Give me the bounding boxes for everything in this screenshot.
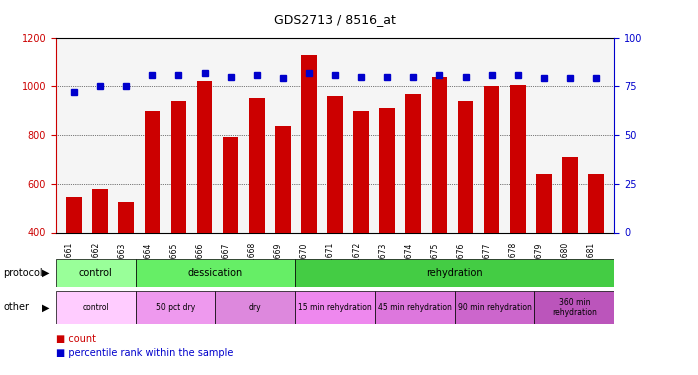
- Bar: [380, 108, 395, 232]
- Text: GDS2713 / 8516_at: GDS2713 / 8516_at: [274, 13, 396, 26]
- Bar: [144, 111, 161, 232]
- Text: ▶: ▶: [42, 303, 49, 312]
- Bar: [536, 174, 551, 232]
- Text: other: other: [3, 303, 29, 312]
- Bar: [327, 96, 343, 232]
- Bar: [353, 111, 369, 232]
- Text: 15 min rehydration: 15 min rehydration: [298, 303, 372, 312]
- Text: 50 pct dry: 50 pct dry: [156, 303, 195, 312]
- FancyBboxPatch shape: [454, 291, 535, 324]
- Bar: [458, 101, 473, 232]
- FancyBboxPatch shape: [295, 259, 614, 287]
- Bar: [119, 202, 134, 232]
- Bar: [275, 126, 290, 232]
- FancyBboxPatch shape: [135, 259, 295, 287]
- Text: 90 min rehydration: 90 min rehydration: [458, 303, 531, 312]
- Text: rehydration: rehydration: [426, 268, 483, 278]
- Text: protocol: protocol: [3, 268, 43, 278]
- Text: dessication: dessication: [188, 268, 243, 278]
- Text: ■ percentile rank within the sample: ■ percentile rank within the sample: [56, 348, 233, 357]
- Bar: [170, 101, 186, 232]
- Bar: [510, 85, 526, 232]
- Bar: [223, 138, 239, 232]
- Bar: [92, 189, 108, 232]
- FancyBboxPatch shape: [375, 291, 454, 324]
- Bar: [588, 174, 604, 232]
- Text: ▶: ▶: [42, 268, 49, 278]
- FancyBboxPatch shape: [295, 291, 375, 324]
- Text: dry: dry: [249, 303, 262, 312]
- FancyBboxPatch shape: [56, 259, 135, 287]
- Text: control: control: [82, 303, 109, 312]
- Bar: [431, 76, 447, 232]
- Bar: [484, 86, 500, 232]
- Bar: [249, 99, 265, 232]
- Text: control: control: [79, 268, 112, 278]
- Bar: [562, 157, 578, 232]
- Bar: [301, 55, 317, 232]
- Bar: [406, 94, 421, 232]
- FancyBboxPatch shape: [535, 291, 614, 324]
- FancyBboxPatch shape: [56, 291, 135, 324]
- FancyBboxPatch shape: [135, 291, 216, 324]
- FancyBboxPatch shape: [216, 291, 295, 324]
- Text: 45 min rehydration: 45 min rehydration: [378, 303, 452, 312]
- Text: ■ count: ■ count: [56, 334, 96, 344]
- Bar: [66, 197, 82, 232]
- Bar: [197, 81, 212, 232]
- Text: 360 min
rehydration: 360 min rehydration: [552, 298, 597, 317]
